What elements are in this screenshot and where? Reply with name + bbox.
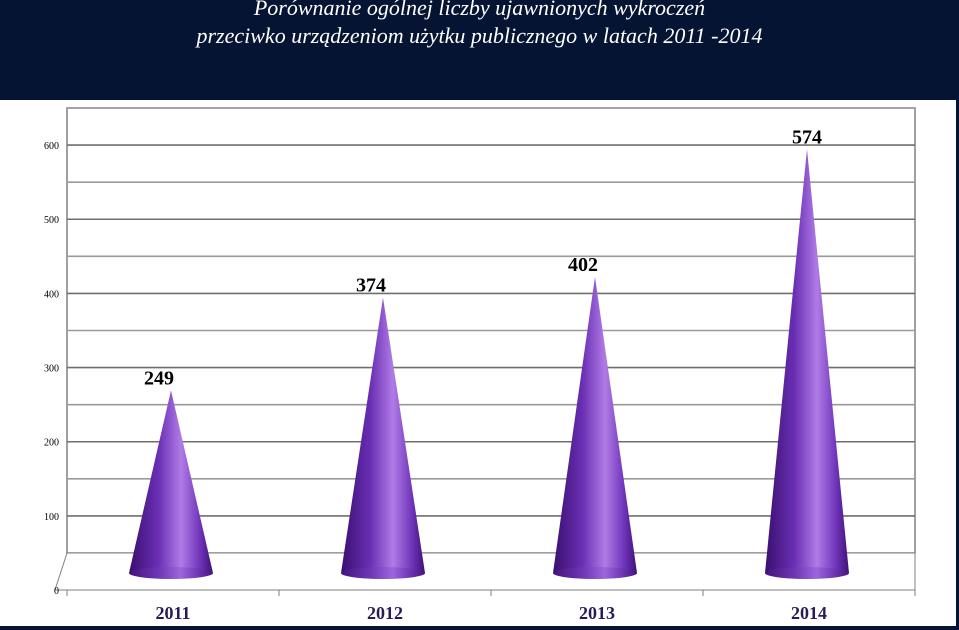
cone-2011	[129, 390, 213, 579]
y-axis: 0 100 200 300 400 500 600	[44, 141, 59, 597]
data-label-2011: 249	[144, 367, 174, 389]
cone-body	[553, 276, 637, 579]
cone-2013	[553, 276, 637, 579]
frame-edge-bottom	[0, 626, 959, 630]
cone-base	[553, 567, 637, 579]
y-tick-label: 200	[44, 438, 59, 449]
y-tick-label: 500	[44, 215, 59, 226]
chart-title-line-2: przeciwko urządzeniom użytku publicznego…	[196, 23, 763, 48]
cone-2014	[765, 149, 849, 580]
gridlines	[67, 107, 915, 517]
data-label-2012: 374	[356, 275, 386, 297]
cone-2012	[341, 297, 425, 579]
data-labels: 249 374 402 574	[144, 126, 822, 389]
title-banner: Porównanie ogólnej liczby ujawnionych wy…	[0, 0, 959, 100]
cone-body	[765, 149, 849, 580]
y-tick-label: 400	[44, 289, 59, 300]
y-tick-label: 100	[44, 512, 59, 523]
data-label-2013: 402	[568, 254, 598, 276]
y-tick-label: 300	[44, 364, 59, 375]
x-tick-label: 2014	[791, 603, 827, 623]
y-tick-label: 600	[44, 141, 59, 152]
cone-base	[341, 567, 425, 579]
cone-series	[129, 149, 849, 580]
x-axis: 2011 2012 2013 2014	[66, 590, 916, 623]
x-tick-label: 2012	[367, 603, 403, 623]
y-tick-label: 0	[54, 586, 59, 597]
x-tick-label: 2011	[155, 603, 190, 623]
cone-base	[129, 567, 213, 579]
data-label-2014: 574	[792, 126, 822, 148]
cone-body	[341, 297, 425, 579]
cone-body	[129, 390, 213, 579]
cone-base	[765, 567, 849, 579]
chart-title-line-1: Porównanie ogólnej liczby ujawnionych wy…	[253, 0, 706, 20]
x-tick-label: 2013	[579, 603, 615, 623]
frame-edge-right	[956, 100, 959, 630]
